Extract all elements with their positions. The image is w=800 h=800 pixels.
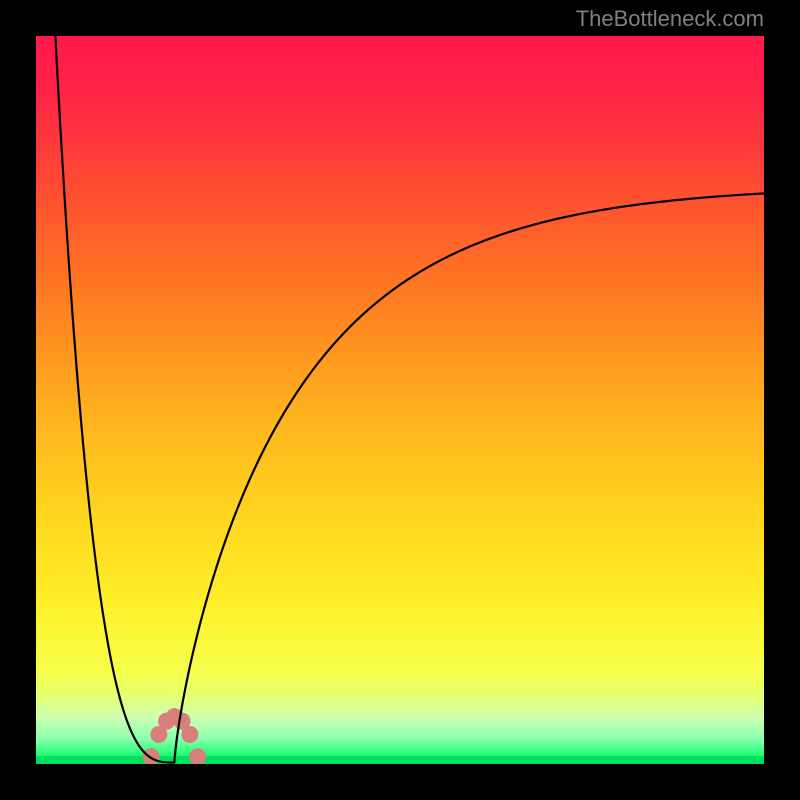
plot-area	[36, 36, 764, 764]
figure-root: TheBottleneck.com	[0, 0, 800, 800]
bottleneck-curve	[36, 36, 764, 763]
optimal-dot	[189, 748, 206, 764]
frame-bottom	[0, 764, 800, 800]
frame-left	[0, 0, 36, 800]
frame-right	[764, 0, 800, 800]
optimal-dot	[181, 726, 198, 743]
watermark-text: TheBottleneck.com	[576, 6, 764, 32]
bottleneck-chart-svg	[36, 36, 764, 764]
